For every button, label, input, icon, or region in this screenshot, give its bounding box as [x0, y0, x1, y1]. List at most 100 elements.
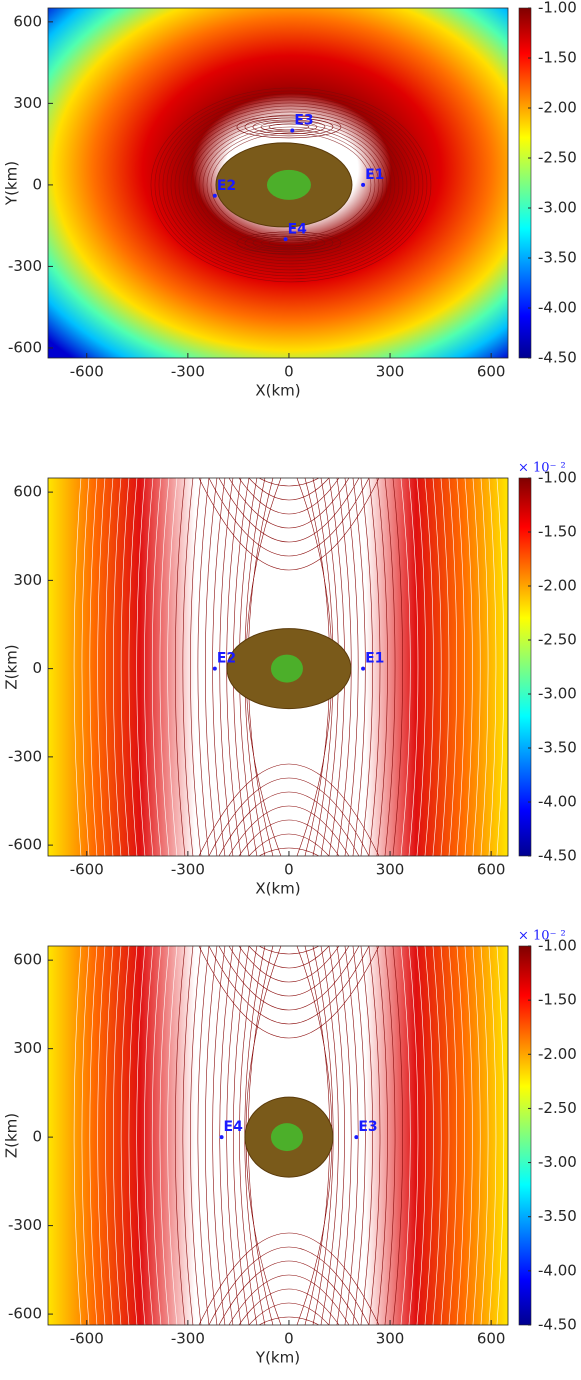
equilibrium-point: [283, 237, 288, 242]
point-label: E3: [358, 1119, 377, 1135]
contour-line: [448, 478, 458, 856]
colorbar-tick-label: -1.50: [538, 523, 577, 541]
contour-line: [456, 946, 465, 1325]
contour-line: [210, 132, 372, 238]
contour-line: [258, 1316, 320, 1325]
contour-line: [162, 96, 420, 274]
point-label: E1: [365, 651, 384, 667]
contour-line: [208, 1246, 370, 1325]
y-tick-label: -600: [8, 836, 42, 854]
contour-line: [488, 946, 497, 1325]
y-tick-label: -300: [8, 257, 42, 275]
contour-line: [228, 805, 350, 856]
contour-line: [248, 478, 330, 501]
contour-line: [159, 946, 170, 1325]
x-tick-label: -600: [70, 861, 104, 879]
contour-line: [197, 478, 210, 856]
contour-line: [204, 946, 218, 1325]
contour-line: [472, 478, 481, 856]
contour-line: [416, 946, 427, 1325]
point-label: E4: [288, 221, 308, 237]
x-tick-label: 0: [284, 1330, 294, 1348]
contour-line: [344, 946, 359, 1325]
point-label: E3: [294, 113, 313, 129]
contour-line: [208, 946, 370, 1025]
y-tick-label: 600: [13, 951, 42, 969]
contour-line: [113, 478, 122, 856]
colorbar-tick-label: -1.50: [538, 991, 577, 1009]
contour-line: [392, 478, 403, 856]
colorbar-tick-label: -3.00: [538, 1153, 577, 1171]
contour-line: [268, 239, 310, 247]
colorbar: [518, 477, 532, 857]
colorbar-tick-label: -3.50: [538, 1207, 577, 1225]
colorbar-tick-label: -4.50: [538, 349, 577, 367]
contour-line: [208, 777, 370, 856]
colorbar-tick-label: -3.50: [538, 249, 577, 267]
contour-line: [244, 117, 334, 137]
contour-line: [228, 946, 350, 997]
contour-line: [128, 478, 138, 856]
contour-line: [244, 233, 334, 253]
contour-line: [260, 237, 318, 249]
contour-line: [252, 119, 326, 135]
contour-line: [194, 120, 388, 250]
colorbar-tick-label: -3.50: [538, 739, 577, 757]
contour-line: [320, 946, 339, 1325]
contour-line: [480, 946, 489, 1325]
contour-line: [81, 946, 90, 1325]
equilibrium-point: [361, 182, 366, 187]
y-tick-label: 300: [13, 571, 42, 589]
equilibrium-point: [212, 193, 217, 198]
contour-line: [464, 478, 473, 856]
contour-line: [218, 1260, 360, 1325]
contour-line: [89, 478, 98, 856]
y-tick-label: 0: [32, 175, 42, 193]
colorbar-tick-label: -4.00: [538, 793, 577, 811]
y-tick-label: 600: [13, 483, 42, 501]
contour-line: [238, 1288, 340, 1325]
contour-line: [136, 478, 146, 856]
y-tick-label: 300: [13, 1039, 42, 1057]
x-tick-label: -600: [70, 363, 104, 381]
contour-line: [151, 478, 162, 856]
contour-line: [170, 102, 412, 268]
contour-line: [197, 946, 210, 1325]
contour-line: [368, 946, 381, 1325]
x-tick-label: 600: [477, 861, 506, 879]
y-tick-label: 300: [13, 94, 42, 112]
contour-line: [105, 478, 114, 856]
contour-line: [258, 847, 320, 856]
x-tick-label: 0: [284, 861, 294, 879]
colorbar-tick-label: -2.00: [538, 1045, 577, 1063]
contour-line: [113, 946, 122, 1325]
x-tick-label: 300: [376, 861, 405, 879]
contour-line: [198, 946, 380, 1039]
plot-area: [48, 946, 508, 1325]
contour-line: [424, 946, 434, 1325]
y-tick-label: -600: [8, 338, 42, 356]
x-tick-label: 300: [376, 363, 405, 381]
x-tick-label: -300: [171, 1330, 205, 1348]
colorbar-scale: × 10⁻ ²: [518, 461, 566, 476]
y-axis-label: Z(km): [3, 1113, 21, 1158]
contour-line: [408, 478, 419, 856]
contour-line: [408, 946, 419, 1325]
colorbar: [518, 7, 532, 359]
y-tick-label: 600: [13, 12, 42, 30]
contour-line: [258, 946, 320, 955]
contour-line: [496, 478, 505, 856]
contour-line: [448, 946, 458, 1325]
contour-line: [198, 1232, 380, 1325]
plot-area: [48, 478, 508, 856]
panel: -600 -300 0 300 600 -600 -300 0 300 600 X(km) Y(km)…: [3, 0, 577, 400]
contour-line: [496, 946, 505, 1325]
contour-line: [384, 478, 396, 856]
y-tick-label: 0: [32, 1128, 42, 1146]
y-tick-label: 0: [32, 659, 42, 677]
colorbar-tick-label: -2.00: [538, 99, 577, 117]
x-tick-label: 600: [477, 1330, 506, 1348]
equilibrium-point: [290, 128, 295, 133]
contour-line: [218, 946, 360, 1011]
